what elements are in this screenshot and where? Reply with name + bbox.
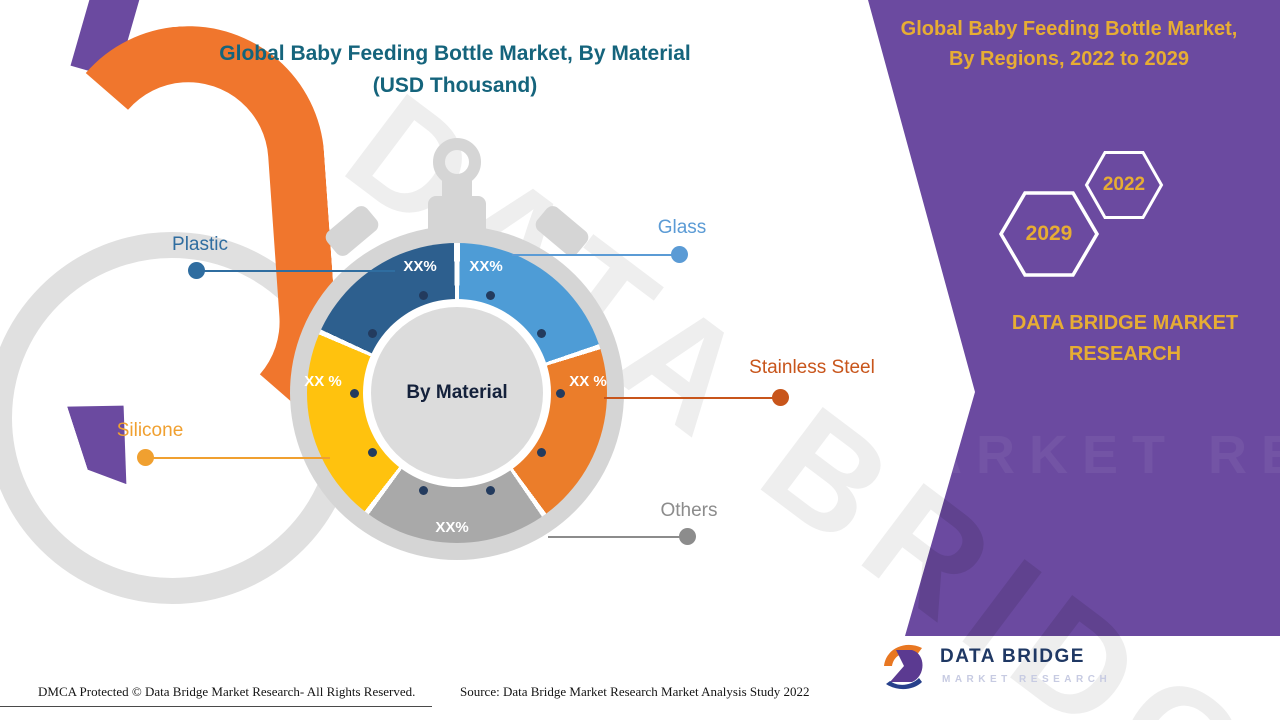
brand-logo-name: DATA BRIDGE xyxy=(940,646,1085,667)
leader-dot-others xyxy=(679,528,696,545)
panel-watermark-text: DATA BRIDGE xyxy=(858,62,1280,720)
leader-line-others xyxy=(548,536,684,538)
leader-line-silicone xyxy=(150,457,330,459)
decor-dot xyxy=(555,388,565,398)
segment-value-glass: XX% xyxy=(469,258,503,275)
decor-dot xyxy=(349,388,359,398)
footer-divider xyxy=(0,706,432,707)
leader-line-glass xyxy=(512,254,674,256)
leader-line-stainless-steel xyxy=(604,397,776,399)
panel-brand-line2: RESEARCH xyxy=(1068,343,1182,365)
panel-title-line1: Global Baby Feeding Bottle Market, xyxy=(900,18,1238,40)
decor-dot xyxy=(536,447,546,457)
legend-label-glass: Glass xyxy=(657,217,707,238)
panel-brand-line1: DATA BRIDGE MARKET xyxy=(1011,312,1239,334)
legend-label-plastic: Plastic xyxy=(172,234,228,255)
hexagon-2022-year: 2022 xyxy=(1102,174,1146,195)
legend-label-silicone: Silicone xyxy=(116,420,184,441)
hexagon-2022: 2022 xyxy=(1084,150,1164,220)
leader-dot-plastic xyxy=(188,262,205,279)
leader-dot-glass xyxy=(671,246,688,263)
footer-dmca-text: DMCA Protected © Data Bridge Market Rese… xyxy=(38,684,416,699)
hexagon-2022-outline xyxy=(1084,151,1164,219)
brand-logo-tagline: MARKET RESEARCH xyxy=(942,674,1112,685)
hexagon-2029: 2029 xyxy=(998,190,1100,278)
decor-dot xyxy=(486,291,496,301)
chart-center-label: By Material xyxy=(406,382,508,403)
side-panel: DATA BRIDGE MARKET RESEARCH Global Baby … xyxy=(858,0,1280,720)
segment-value-plastic: XX% xyxy=(403,258,437,275)
page-title-line1: Global Baby Feeding Bottle Market, By Ma… xyxy=(219,42,691,65)
decor-dot xyxy=(368,447,378,457)
decor-dot xyxy=(418,485,428,495)
hexagon-2029-outline xyxy=(998,191,1100,277)
segment-value-silicone: XX % xyxy=(304,373,342,390)
brand-logo: DATA BRIDGE MARKET RESEARCH xyxy=(876,634,1126,710)
panel-title: Global Baby Feeding Bottle Market, By Re… xyxy=(876,14,1262,74)
legend-label-others: Others xyxy=(660,500,718,521)
page-title: Global Baby Feeding Bottle Market, By Ma… xyxy=(145,38,765,102)
decor-dot xyxy=(418,291,428,301)
leader-dot-stainless-steel xyxy=(772,389,789,406)
panel-title-line2: By Regions, 2022 to 2029 xyxy=(948,48,1190,70)
hexagon-2029-year: 2029 xyxy=(1025,222,1073,245)
page-title-line2: (USD Thousand) xyxy=(372,74,538,97)
decor-dot xyxy=(368,329,378,339)
leader-dot-silicone xyxy=(137,449,154,466)
brand-logo-icon xyxy=(884,644,923,690)
donut-center xyxy=(371,307,543,479)
decor-dot xyxy=(486,485,496,495)
stopwatch-crown-base xyxy=(428,196,486,230)
segment-value-others: XX% xyxy=(435,519,469,536)
segment-value-stainless-steel: XX % xyxy=(569,373,607,390)
footer-source-text: Source: Data Bridge Market Research Mark… xyxy=(460,684,810,699)
panel-brand-text: DATA BRIDGE MARKET RESEARCH xyxy=(975,308,1275,370)
leader-line-plastic xyxy=(197,270,395,272)
legend-label-stainless-steel: Stainless Steel xyxy=(749,357,875,378)
decor-dot xyxy=(536,329,546,339)
